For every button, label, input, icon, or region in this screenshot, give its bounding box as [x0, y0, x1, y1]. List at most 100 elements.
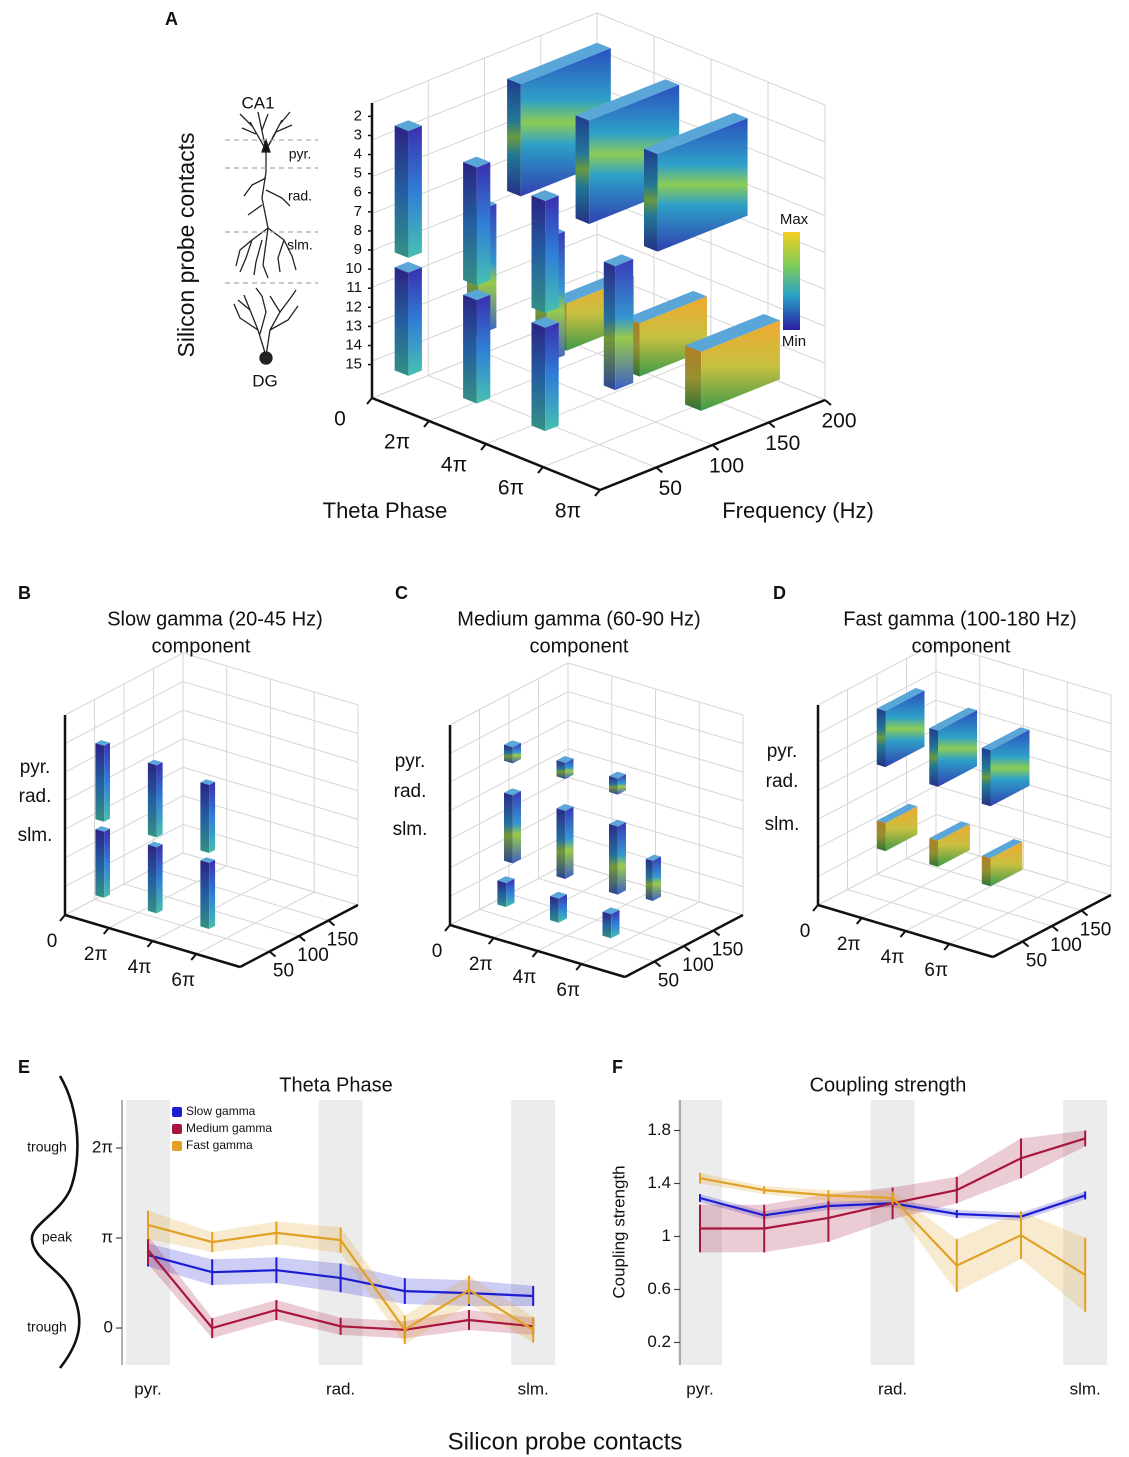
contact-tick-label: 2 — [354, 107, 362, 124]
tick-mark — [595, 490, 600, 496]
freq-tick-label: 150 — [765, 432, 800, 455]
surface-shade — [929, 728, 938, 787]
surface-shade — [609, 776, 618, 795]
x-tick-label: slm. — [518, 1379, 549, 1398]
chart-title: Coupling strength — [810, 1074, 967, 1096]
wireframe — [848, 890, 1023, 942]
surface — [408, 267, 422, 376]
surface-shade — [532, 196, 546, 314]
x-tick-label: pyr. — [686, 1379, 713, 1398]
tick-mark — [538, 467, 543, 473]
phase-label: trough — [27, 1139, 67, 1155]
contact-tick-label: 7 — [354, 203, 362, 220]
colorbar-label: Max — [780, 211, 809, 228]
x-tick-label: rad. — [878, 1379, 907, 1398]
layer-label: rad. — [766, 771, 799, 792]
surface — [104, 743, 110, 822]
surface-shade — [982, 748, 991, 807]
layer-label: pyr. — [20, 757, 51, 778]
tick-mark — [857, 918, 862, 924]
tick-mark — [329, 921, 335, 926]
figure: Silicon probe contacts 02π4π6π8π50100150… — [0, 0, 1129, 1457]
contact-tick-label: 11 — [346, 279, 362, 296]
wireframe — [509, 894, 684, 946]
contact-tick-label: 10 — [345, 260, 362, 277]
surface-shade — [685, 346, 701, 411]
layer-label: slm. — [765, 814, 800, 835]
panel-title: Fast gamma (100-180 Hz) — [843, 608, 1076, 630]
y-tick-label: 1.8 — [647, 1120, 671, 1139]
contact-tick-label: 15 — [345, 356, 362, 373]
surface — [565, 807, 573, 879]
error-band — [957, 1211, 1021, 1292]
theta-tick-label: 8π — [555, 500, 581, 523]
surface — [545, 323, 559, 432]
theta-tick-label: 0 — [47, 931, 58, 952]
panel-subtitle: component — [912, 635, 1011, 657]
surface — [611, 910, 619, 938]
y-axis-label: Coupling strength — [609, 1165, 628, 1298]
legend-swatch — [172, 1107, 182, 1117]
y-tick-label: 0.6 — [647, 1279, 671, 1298]
surface-shade — [877, 709, 886, 768]
theta-tick-label: 2π — [837, 934, 861, 955]
tick-mark — [60, 915, 65, 921]
surface — [506, 879, 514, 907]
legend-swatch — [172, 1141, 182, 1151]
contact-tick-label: 14 — [345, 336, 362, 353]
contact-tick-label: 4 — [354, 146, 362, 163]
theta-tick-label: 4π — [128, 957, 152, 978]
theta-tick-label: 2π — [84, 944, 108, 965]
chart-title: Theta Phase — [279, 1074, 392, 1096]
legend-label: Fast gamma — [186, 1138, 253, 1152]
surface-shade — [603, 912, 612, 939]
tick-mark — [533, 951, 538, 957]
tick-mark — [270, 952, 276, 957]
surface-shade — [497, 881, 506, 908]
page: Silicon probe contacts 02π4π6π8π50100150… — [0, 0, 1129, 1457]
legend-swatch — [172, 1124, 182, 1134]
surface — [157, 762, 163, 837]
layer-label: rad. — [19, 786, 52, 807]
tick-mark — [713, 445, 719, 450]
axis-label: Frequency (Hz) — [722, 498, 874, 523]
surface-shade — [929, 838, 938, 867]
layer-label: slm. — [18, 825, 53, 846]
surface-shade — [95, 743, 104, 822]
layer-label: rad. — [288, 188, 312, 204]
x-tick-label: rad. — [326, 1379, 355, 1398]
layer-label: pyr. — [289, 146, 312, 162]
surface-shade — [557, 808, 566, 879]
layer-label: slm. — [393, 819, 428, 840]
tick-mark — [1023, 942, 1029, 947]
theta-tick-label: 0 — [334, 408, 346, 431]
panel-title: Medium gamma (60-90 Hz) — [457, 608, 700, 630]
tick-mark — [944, 944, 949, 950]
tick-mark — [104, 928, 109, 934]
tick-mark — [481, 444, 486, 450]
contact-tick-label: 13 — [345, 317, 362, 334]
wireframe — [95, 900, 270, 952]
surface-shade — [550, 896, 559, 923]
surface — [559, 894, 567, 922]
tick-mark — [1052, 926, 1058, 931]
tick-mark — [489, 938, 494, 944]
tick-mark — [769, 423, 775, 428]
tick-mark — [148, 941, 153, 947]
theta-tick-label: 6π — [556, 980, 580, 1001]
surface-shade — [504, 793, 513, 864]
tick-mark — [825, 400, 831, 405]
y-tick-label: 1 — [662, 1226, 671, 1245]
freq-tick-label: 150 — [1080, 920, 1112, 941]
freq-tick-label: 50 — [658, 971, 679, 992]
panel-label: E — [18, 1057, 30, 1077]
theta-tick-label: 2π — [469, 954, 493, 975]
surface — [618, 822, 626, 894]
freq-tick-label: 100 — [709, 455, 744, 478]
tick-mark — [655, 962, 661, 967]
surface-shade — [604, 262, 615, 391]
theta-tick-label: 2π — [384, 431, 410, 454]
layer-label: rad. — [394, 781, 427, 802]
freq-tick-label: 50 — [1026, 951, 1047, 972]
layer-label: pyr. — [395, 751, 426, 772]
